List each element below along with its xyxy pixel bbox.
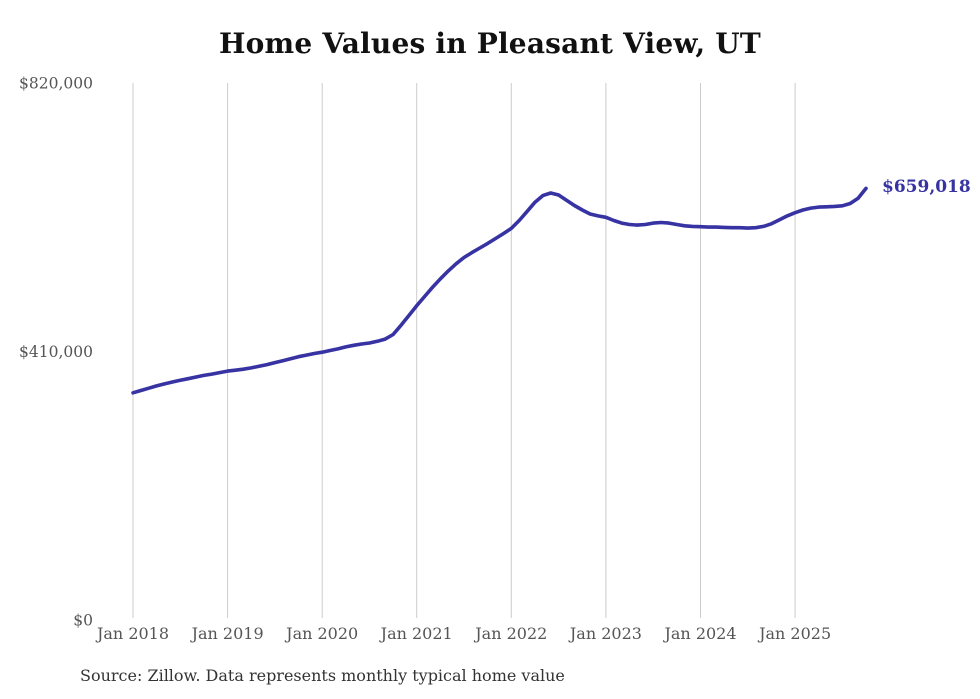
x-tick-label: Jan 2021 [379, 624, 453, 643]
x-tick-label: Jan 2025 [757, 624, 831, 643]
source-note: Source: Zillow. Data represents monthly … [80, 666, 565, 685]
x-tick-label: Jan 2020 [284, 624, 358, 643]
y-tick-label: $410,000 [19, 343, 93, 361]
y-tick-label: $820,000 [19, 75, 93, 93]
x-tick-label: Jan 2022 [473, 624, 547, 643]
y-tick-label: $0 [73, 612, 93, 630]
x-tick-label: Jan 2018 [95, 624, 169, 643]
chart-title: Home Values in Pleasant View, UT [219, 27, 761, 60]
price-line [131, 186, 868, 395]
x-tick-label: Jan 2023 [568, 624, 642, 643]
x-tick-label: Jan 2024 [662, 624, 736, 643]
x-tick-label: Jan 2019 [190, 624, 264, 643]
end-value-label: $659,018 [882, 177, 971, 198]
